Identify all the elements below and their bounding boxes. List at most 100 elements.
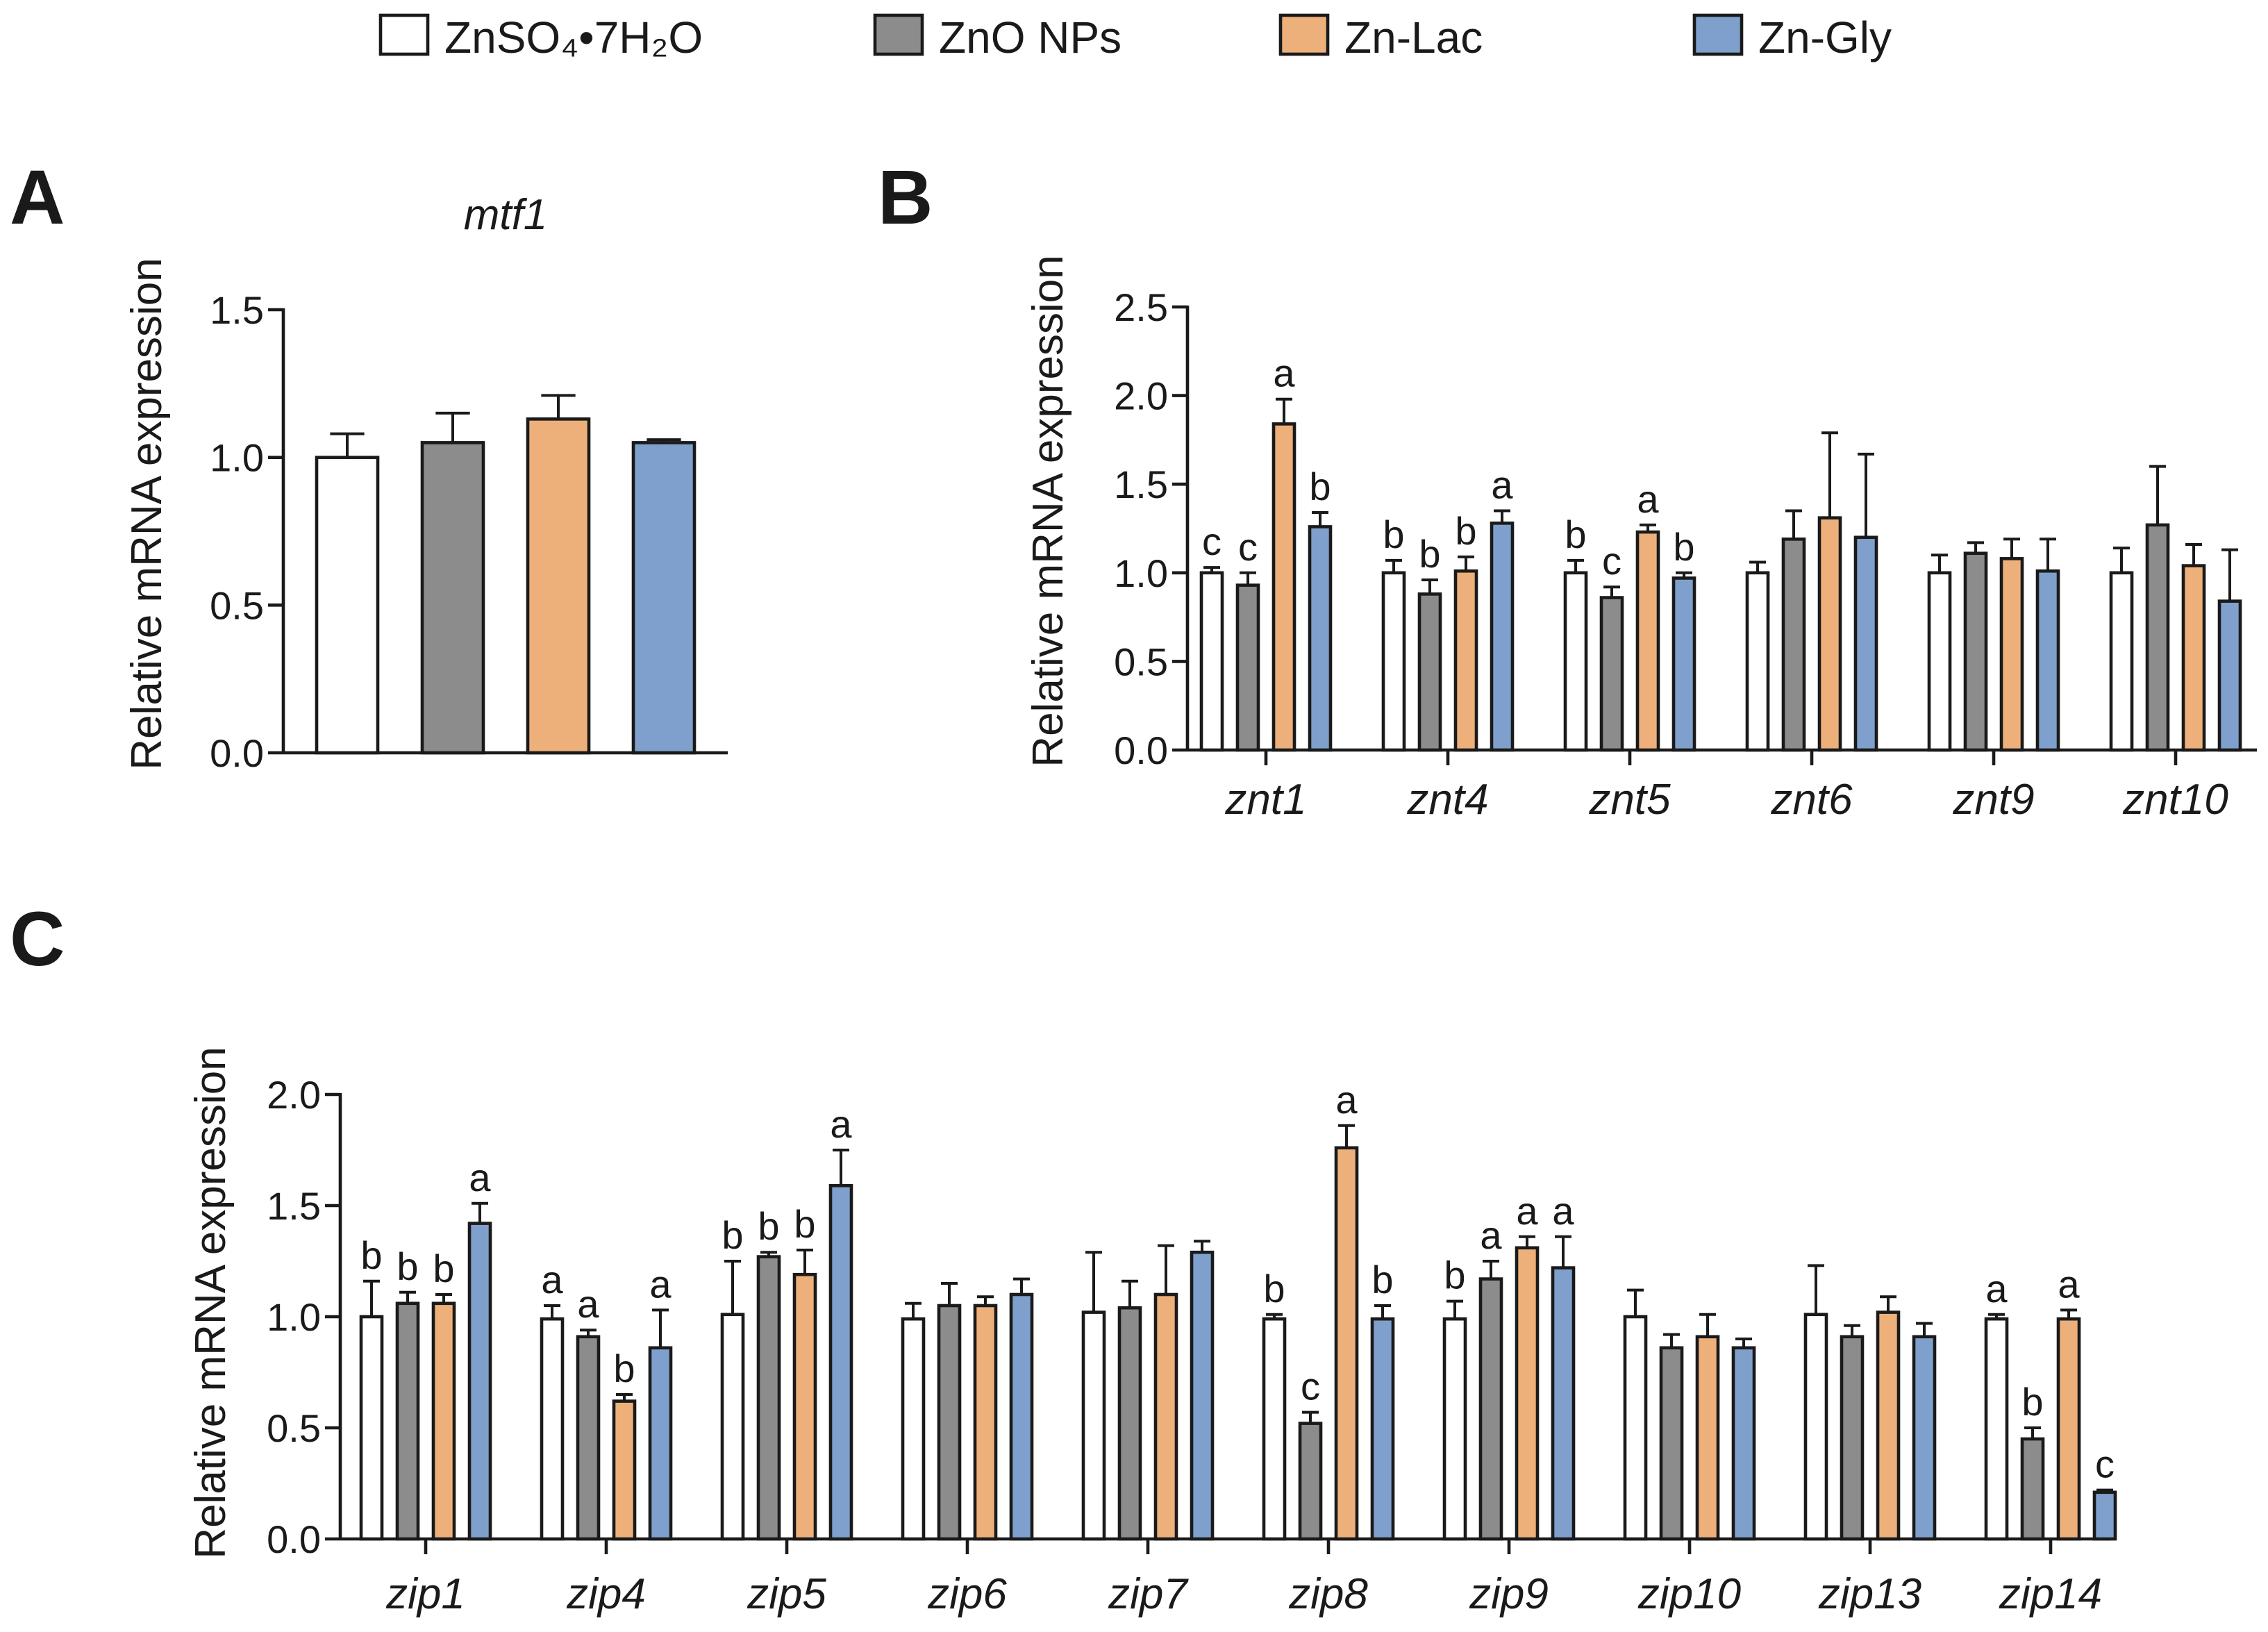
panel-c-bar-zn-gly (1009, 1292, 1034, 1541)
panel-c-sig-label: a (469, 1156, 491, 1199)
legend-item-zno-nps: ZnO NPs (873, 13, 1122, 63)
panel-c-category-label: zip6 (927, 1570, 1007, 1618)
panel-b-bar-znso4 (1199, 571, 1224, 752)
panel-c-category-label: zip10 (1637, 1570, 1741, 1618)
panel-a-y-tick-label: 1.0 (210, 436, 264, 480)
panel-b: B Relative mRNA expression 0.0 0.5 1.0 1.5 2… (878, 155, 2257, 824)
panel-b-sig-label: a (1273, 351, 1295, 395)
panel-c-bar-zno-nps (1659, 1346, 1684, 1541)
panel-c-sig-label: b (1263, 1267, 1285, 1310)
panel-c-bar-zno-nps (576, 1335, 601, 1541)
panel-c-category-label: zip13 (1818, 1570, 1921, 1618)
panel-c-bar-zno-nps (937, 1304, 962, 1541)
panel-b-letter: B (878, 155, 933, 240)
panel-a: A mtf1 Relative mRNA expression 0.0 0.5 1.… (10, 155, 728, 775)
panel-b-sig-label: c (1602, 539, 1621, 583)
panel-b-bar-zno-nps (1417, 592, 1442, 752)
panel-b-category-label: znt4 (1406, 776, 1488, 824)
panel-c-y-tick-label: 1.0 (267, 1295, 321, 1339)
panel-c-y-axis-title: Relative mRNA expression (187, 1047, 235, 1558)
panel-a-letter: A (10, 155, 65, 240)
panel-b-y-tick-label: 0.5 (1114, 640, 1168, 683)
panel-c-sig-label: a (2058, 1262, 2080, 1306)
panel-b-bar-zn-gly (1308, 525, 1333, 752)
panel-b-y-tick-label: 2.5 (1114, 285, 1168, 329)
panel-a-bar-zno-nps (420, 441, 485, 755)
panel-b-sig-label: b (1565, 513, 1586, 556)
panel-b-category-label: znt5 (1588, 776, 1671, 824)
panel-c-sig-label: b (722, 1213, 743, 1257)
panel-c-bar-zn-lac (1334, 1146, 1359, 1541)
panel-a-title: mtf1 (464, 191, 548, 239)
panel-c-category-label: zip1 (385, 1570, 465, 1618)
panel-c-sig-label: a (1985, 1267, 2008, 1310)
panel-c-sig-label: a (1552, 1189, 1574, 1233)
panel-b-sig-label: b (1383, 513, 1404, 556)
panel-b-bar-zn-lac (2181, 564, 2206, 752)
panel-c-bar-zno-nps (395, 1301, 420, 1541)
panel-c-letter: C (10, 897, 65, 982)
panel-c-bar-zn-lac (792, 1272, 817, 1541)
legend-label-zn-lac: Zn-Lac (1344, 13, 1483, 63)
panel-b-bar-zno-nps (1963, 551, 1988, 752)
panel-b-bar-zn-lac (1999, 557, 2024, 752)
panel-c-sig-label: b (613, 1347, 635, 1390)
legend-item-zn-lac: Zn-Lac (1278, 13, 1483, 63)
panel-c-sig-label: b (2021, 1380, 2043, 1424)
panel-c-sig-label: b (360, 1233, 382, 1277)
panel-c-bar-zn-gly (1370, 1317, 1395, 1541)
legend-swatch-zno-nps (873, 13, 924, 56)
panel-c-y-tick-label: 0.5 (267, 1406, 321, 1450)
panel-c-category-label: zip7 (1108, 1570, 1189, 1618)
panel-b-bar-zn-gly (1853, 535, 1878, 752)
panel-c-sig-label: c (1301, 1365, 1320, 1408)
panel-c-sig-label: a (1335, 1078, 1358, 1122)
panel-c-bar-znso4 (359, 1315, 384, 1541)
legend-label-znso4: ZnSO₄•7H₂O (444, 13, 703, 63)
panel-b-sig-label: b (1455, 509, 1476, 553)
panel-b-y-tick-label: 1.0 (1114, 551, 1168, 595)
panel-b-sig-label: a (1637, 477, 1659, 521)
panel-c-bar-zn-gly (1551, 1266, 1576, 1541)
panel-c-bar-znso4 (1984, 1317, 2009, 1541)
panel-c-sig-label: a (830, 1102, 852, 1146)
panel-c-bar-znso4 (1623, 1315, 1648, 1541)
panel-c-category-label: zip9 (1469, 1570, 1549, 1618)
panel-c-bar-zn-lac (431, 1301, 456, 1541)
panel-b-bar-zn-gly (2035, 569, 2060, 752)
panel-c-bar-zno-nps (1298, 1422, 1323, 1541)
panel-b-y-axis-title: Relative mRNA expression (1024, 255, 1072, 767)
panel-b-sig-label: b (1419, 532, 1440, 576)
panel-c-bar-zno-nps (1478, 1277, 1503, 1541)
panel-c-bar-znso4 (1081, 1310, 1106, 1541)
panel-c-bar-zno-nps (2020, 1437, 2045, 1541)
panel-c-sig-label: a (577, 1282, 599, 1326)
panel-c-bar-zn-lac (612, 1399, 637, 1541)
panel-b-y-tick-label: 2.0 (1114, 374, 1168, 418)
panel-a-y-tick-label: 0.0 (210, 731, 264, 775)
panel-c-sig-label: b (433, 1247, 454, 1290)
panel-b-bar-zn-lac (1635, 530, 1660, 752)
panel-a-y-tick-label: 1.5 (210, 288, 264, 332)
legend-swatch-znso4 (378, 13, 430, 56)
panel-c-bar-znso4 (1442, 1317, 1467, 1541)
panel-c-bar-zn-gly (467, 1222, 492, 1541)
panel-c-bar-znso4 (720, 1313, 745, 1541)
panel-b-bar-zno-nps (1235, 583, 1260, 752)
panel-c-bar-zno-nps (756, 1255, 781, 1541)
panel-c-y-tick-label: 0.0 (267, 1517, 321, 1561)
panel-b-bar-zn-gly (2217, 599, 2242, 752)
panel-b-sig-label: b (1309, 465, 1331, 508)
legend-item-znso4: ZnSO₄•7H₂O (378, 13, 703, 63)
panel-c-y-tick-label: 1.5 (267, 1184, 321, 1228)
panel-c-bar-znso4 (540, 1317, 565, 1541)
panel-c-bar-zno-nps (1840, 1335, 1865, 1541)
panel-c-bar-zn-gly (1731, 1346, 1756, 1541)
panel-b-bar-znso4 (1381, 571, 1406, 752)
panel-c: C Relative mRNA expression 0.0 0.5 1.0 1.5 2… (10, 897, 2117, 1618)
legend-label-zn-gly: Zn-Gly (1758, 13, 1892, 63)
panel-b-bar-zno-nps (1781, 538, 1806, 752)
panel-c-bar-zno-nps (1117, 1306, 1142, 1541)
